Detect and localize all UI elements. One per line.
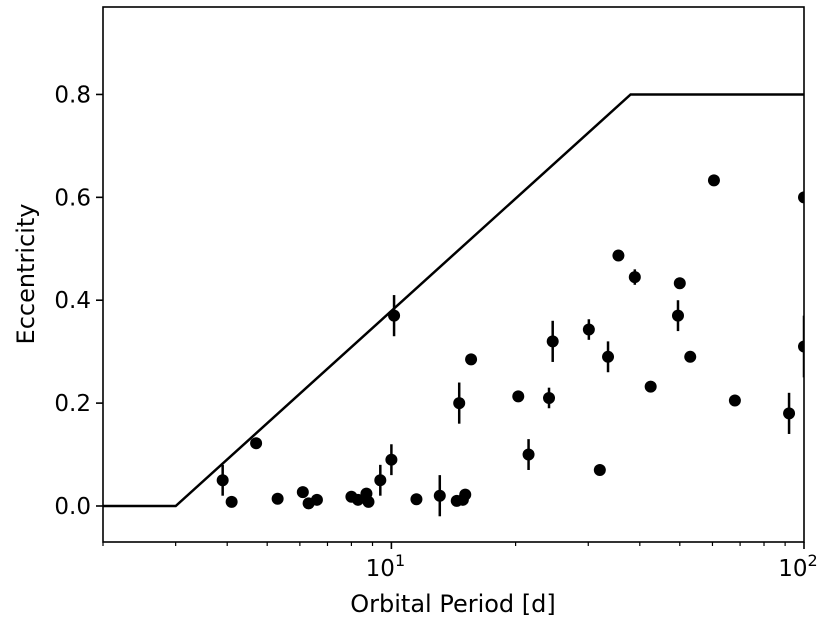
data-point <box>522 439 535 470</box>
data-point <box>728 394 741 407</box>
point-marker <box>250 437 263 450</box>
data-point <box>612 249 625 262</box>
y-axis-label: Eccentricity <box>12 204 40 345</box>
point-marker <box>602 350 615 363</box>
y-tick-label: 0.6 <box>54 185 91 211</box>
point-marker <box>465 353 478 366</box>
plot-area <box>103 93 804 517</box>
data-point <box>362 495 375 508</box>
point-marker <box>798 191 804 204</box>
data-point <box>374 464 387 496</box>
x-axis-label: Orbital Period [d] <box>350 590 556 618</box>
data-point <box>352 493 365 506</box>
point-marker <box>728 394 741 407</box>
point-marker <box>671 309 684 322</box>
point-marker <box>612 249 625 262</box>
y-tick-label: 0.4 <box>54 288 91 314</box>
point-marker <box>512 390 525 403</box>
point-marker <box>707 174 720 187</box>
data-point <box>459 488 472 501</box>
point-marker <box>216 474 229 487</box>
data-point <box>310 493 323 506</box>
data-point <box>671 300 684 332</box>
point-marker <box>271 492 284 505</box>
point-marker <box>362 495 375 508</box>
data-point <box>225 495 238 508</box>
data-point <box>296 486 309 499</box>
data-point <box>707 174 720 187</box>
y-tick-label: 0.0 <box>54 494 91 520</box>
point-marker <box>433 489 446 502</box>
data-point <box>453 382 466 424</box>
data-point <box>388 295 401 337</box>
eccentricity-envelope-line <box>103 93 804 508</box>
point-marker <box>673 277 686 290</box>
point-marker <box>225 495 238 508</box>
data-point <box>216 464 229 496</box>
point-marker <box>459 488 472 501</box>
y-tick-label: 0.2 <box>54 391 91 417</box>
point-marker <box>684 350 697 363</box>
data-point <box>644 380 657 393</box>
data-point <box>582 319 595 340</box>
data-points <box>216 174 804 517</box>
data-point <box>673 277 686 290</box>
data-point <box>410 493 423 506</box>
point-marker <box>522 448 535 461</box>
data-point <box>783 392 796 434</box>
data-point <box>684 350 697 363</box>
data-point <box>798 191 804 204</box>
x-tick-exponent: 2 <box>808 551 818 570</box>
point-marker <box>453 397 466 410</box>
data-point <box>465 353 478 366</box>
point-marker <box>783 407 796 420</box>
point-marker <box>628 271 641 284</box>
data-point <box>271 492 284 505</box>
data-point <box>546 320 559 362</box>
plot-frame <box>102 6 805 543</box>
point-marker <box>546 335 559 348</box>
point-marker <box>798 340 804 353</box>
x-tick-label: 101 <box>366 551 405 582</box>
data-point <box>798 315 804 378</box>
data-point <box>433 475 446 517</box>
data-point <box>250 437 263 450</box>
x-tick-label: 102 <box>778 551 817 582</box>
data-point <box>602 341 615 373</box>
point-marker <box>296 486 309 499</box>
point-marker <box>374 474 387 487</box>
point-marker <box>352 493 365 506</box>
data-point <box>543 387 556 409</box>
point-marker <box>543 391 556 404</box>
point-marker <box>410 493 423 506</box>
point-marker <box>385 453 398 466</box>
point-marker <box>582 323 595 336</box>
data-point <box>385 444 398 476</box>
point-marker <box>310 493 323 506</box>
data-point <box>628 269 641 285</box>
y-tick-label: 0.8 <box>54 82 91 108</box>
data-point <box>512 390 525 403</box>
point-marker <box>644 380 657 393</box>
point-marker <box>593 463 606 476</box>
data-point <box>593 463 606 476</box>
x-axis-ticks: 101 102 <box>102 542 818 582</box>
x-tick-exponent: 1 <box>395 551 405 570</box>
point-marker <box>388 309 401 322</box>
y-axis-ticks: 0.0 0.2 0.4 0.6 0.8 <box>54 82 103 520</box>
